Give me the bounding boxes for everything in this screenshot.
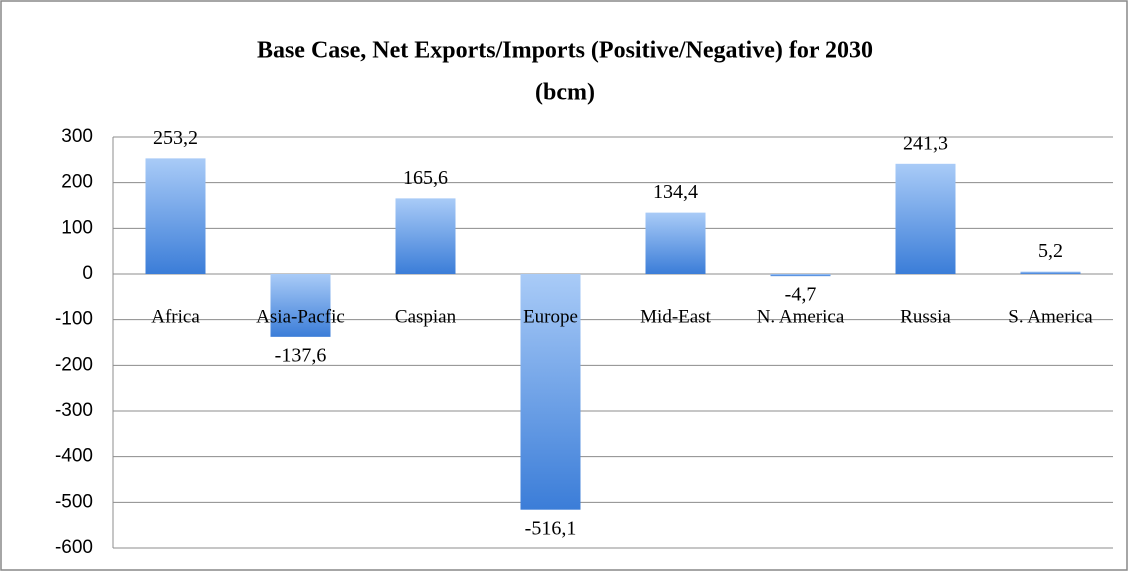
data-label: -137,6	[275, 344, 327, 366]
x-tick-label: Caspian	[395, 306, 457, 327]
y-tick-label: 200	[61, 172, 93, 193]
y-tick-label: -300	[55, 400, 93, 421]
bar	[770, 274, 831, 277]
bar	[1020, 271, 1081, 274]
data-label: 253,2	[153, 127, 198, 149]
bar	[270, 274, 331, 337]
bar	[645, 212, 706, 274]
bar	[895, 163, 956, 274]
data-label: 134,4	[653, 181, 698, 203]
y-tick-label: 100	[61, 217, 93, 238]
y-tick-label: -200	[55, 354, 93, 375]
bar	[395, 198, 456, 274]
y-tick-label: -400	[55, 446, 93, 467]
x-tick-label: Asia-Pacfic	[256, 306, 345, 327]
data-label: -4,7	[785, 284, 817, 306]
y-tick-label: 300	[61, 126, 93, 147]
data-label: 241,3	[903, 132, 948, 154]
y-tick-label: -600	[55, 537, 93, 558]
x-tick-label: Russia	[900, 306, 951, 327]
y-tick-label: -500	[55, 491, 93, 512]
bar	[145, 158, 206, 274]
bar	[520, 274, 581, 510]
x-tick-label: S. America	[1008, 306, 1093, 327]
data-label: -516,1	[525, 517, 577, 539]
chart-title: (bcm)	[535, 80, 595, 106]
x-tick-label: Europe	[523, 306, 578, 327]
x-tick-label: N. America	[757, 306, 845, 327]
y-tick-label: 0	[82, 263, 93, 284]
data-label: 165,6	[403, 167, 448, 189]
data-label: 5,2	[1038, 240, 1063, 262]
y-tick-label: -100	[55, 309, 93, 330]
x-tick-label: Mid-East	[640, 306, 711, 327]
x-tick-label: Africa	[151, 306, 200, 327]
chart-title: Base Case, Net Exports/Imports (Positive…	[257, 38, 873, 64]
